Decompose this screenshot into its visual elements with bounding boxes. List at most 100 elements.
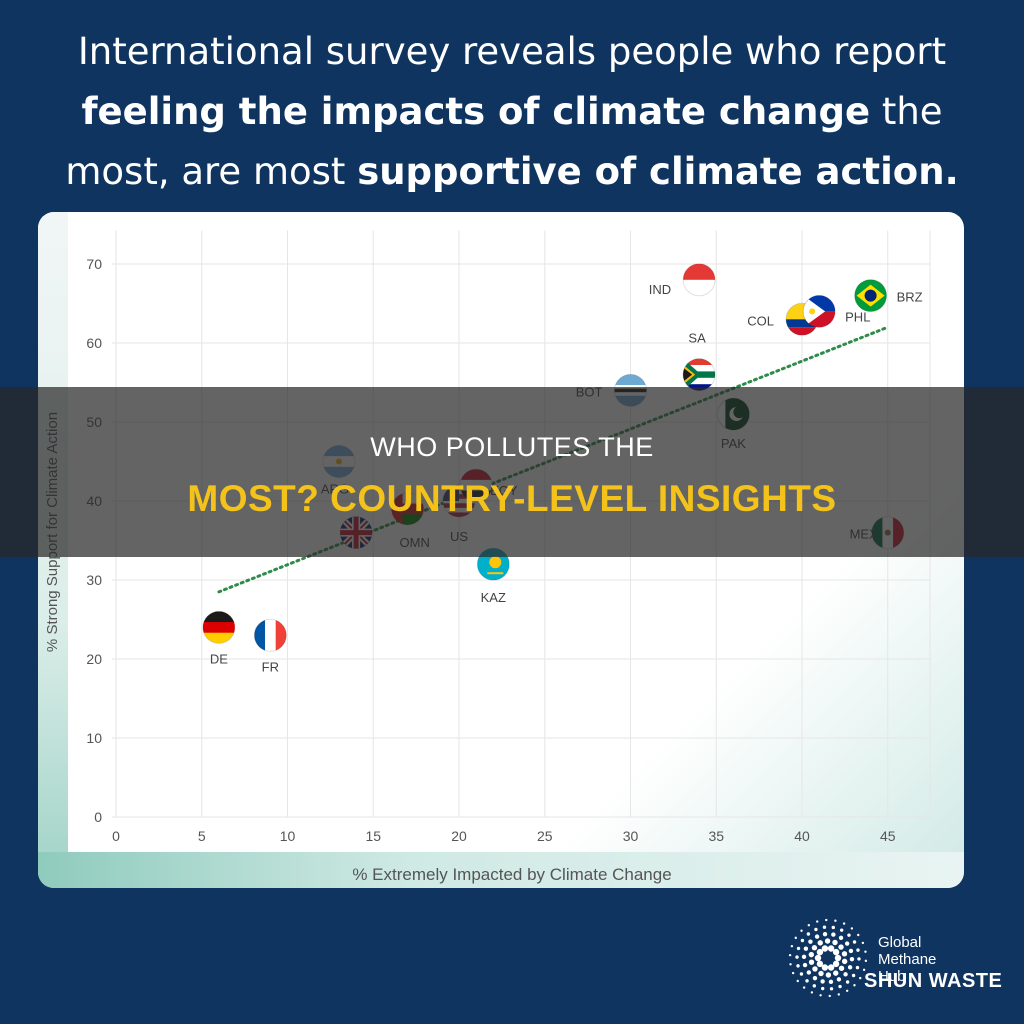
y-tick-label: 10 (86, 730, 102, 746)
overlay-title-line-1: WHO POLLUTES THE (370, 432, 654, 462)
logo-line-3: Hub (878, 968, 906, 985)
logo-dot (816, 960, 824, 968)
logo-dot (832, 960, 840, 968)
logo-dot (834, 919, 837, 922)
shun-waste-watermark: SHUN WASTE (864, 970, 1003, 992)
x-tick-label: 40 (794, 828, 810, 844)
logo-dot (859, 976, 862, 980)
logo-dot (827, 945, 835, 952)
logo-dot (828, 994, 831, 998)
y-tick-label: 30 (86, 572, 102, 588)
data-point-ind (682, 263, 716, 297)
logo-dot (794, 936, 797, 940)
y-tick-label: 60 (86, 335, 102, 351)
logo-dot (801, 954, 807, 959)
y-tick-label: 0 (94, 809, 102, 825)
logo-dot (812, 975, 818, 981)
logo-dot (842, 922, 846, 925)
logo-dot (816, 948, 824, 956)
logo-dot (799, 972, 804, 976)
logo-dot (853, 984, 856, 987)
x-tick-label: 5 (198, 828, 206, 844)
logo-dot (796, 946, 801, 951)
point-label-fr: FR (262, 659, 279, 674)
logo-dot (818, 970, 824, 977)
logo-dot (856, 948, 860, 952)
logo-dot (828, 979, 834, 985)
logo-dot (832, 948, 840, 956)
logo-dot (847, 933, 851, 937)
logo-dot (805, 979, 809, 983)
logo-dot (790, 944, 794, 948)
logo-dot (845, 980, 850, 984)
logo-dot (841, 958, 848, 965)
headline-line-2-rest: the (870, 90, 943, 133)
logo-dot (855, 965, 860, 970)
data-point-fr (253, 618, 287, 652)
logo-dot (800, 929, 803, 932)
headline-line-3-bold: supportive of climate action. (357, 150, 959, 193)
logo-dot (789, 963, 792, 966)
logo-dot (857, 933, 860, 937)
logo-dot (845, 989, 849, 993)
x-tick-label: 45 (880, 828, 896, 844)
point-label-de: DE (210, 651, 228, 666)
logo-dot (816, 920, 819, 923)
logo-dot (802, 962, 808, 968)
x-axis-label: % Extremely Impacted by Climate Change (352, 865, 671, 884)
logo-dot (837, 993, 840, 996)
logo-dot (824, 938, 831, 944)
logo-dot (803, 946, 809, 951)
logo-dot (850, 927, 854, 930)
logo-dot (847, 965, 853, 970)
logo-dot (825, 972, 832, 978)
logo-dot (814, 927, 818, 932)
logo-dot (821, 986, 825, 991)
logo-dot (833, 970, 839, 976)
germany-flag-icon (202, 611, 235, 644)
logo-dot (814, 934, 820, 939)
point-label-ind: IND (649, 282, 671, 297)
x-tick-label: 0 (112, 828, 120, 844)
y-tick-label: 20 (86, 651, 102, 667)
point-label-phl: PHL (845, 309, 870, 324)
logo-dot (808, 951, 815, 958)
headline-line-3: most, are most supportive of climate act… (0, 142, 1024, 202)
logo-dot (861, 941, 865, 945)
philippines-flag-icon (803, 295, 836, 328)
logo-dot (821, 945, 829, 952)
logo-line-1: Global (878, 934, 922, 951)
x-tick-label: 10 (280, 828, 296, 844)
logo-dot (832, 939, 838, 946)
logo-dot (831, 925, 835, 930)
x-tick-label: 25 (537, 828, 553, 844)
title-overlay-band (0, 387, 1024, 557)
point-label-kaz: KAZ (481, 590, 506, 605)
logo-dot (864, 950, 867, 953)
brazil-flag-icon (854, 279, 887, 312)
logo-dot (829, 987, 834, 991)
point-label-col: COL (747, 313, 774, 328)
logo-dot (849, 957, 855, 962)
logo-dot (822, 925, 827, 929)
logo-dot (857, 957, 861, 961)
logo-dot (810, 991, 814, 994)
logo-dot (812, 966, 818, 972)
logo-dot (811, 945, 818, 951)
logo-dot (838, 984, 842, 989)
logo-dot (831, 932, 836, 937)
logo-dot (808, 939, 813, 944)
logo-dot (817, 940, 823, 946)
logo-dot (806, 932, 811, 936)
x-tick-label: 20 (451, 828, 467, 844)
logo-dot (800, 938, 805, 943)
logo-dot (795, 955, 799, 959)
france-flag-icon (254, 619, 287, 652)
logo-dot (802, 986, 806, 989)
logo-dot (848, 948, 854, 954)
logo-dot (838, 965, 845, 971)
logo-dot (836, 977, 842, 982)
headline-line-2-bold: feeling the impacts of climate change (81, 90, 871, 133)
point-label-sa: SA (688, 331, 706, 346)
chart-card-bottom-band (38, 852, 964, 888)
